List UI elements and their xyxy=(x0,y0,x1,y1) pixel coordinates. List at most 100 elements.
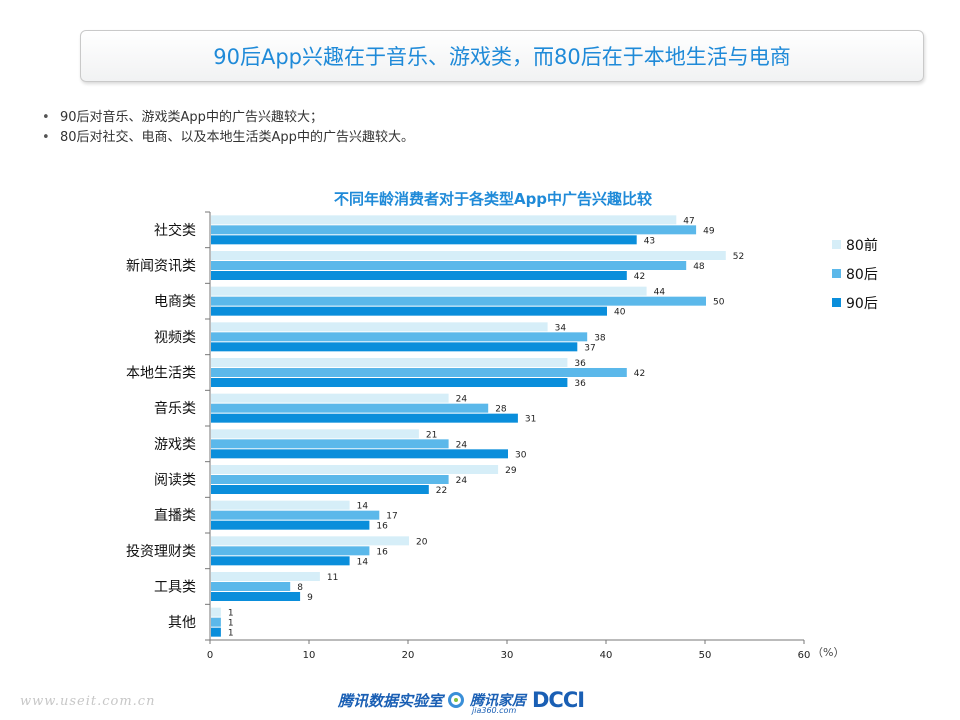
legend-label: 80前 xyxy=(846,237,878,254)
bar-value-label: 29 xyxy=(505,466,517,476)
bar-value-label: 9 xyxy=(307,593,313,603)
bar xyxy=(211,215,677,225)
bar-value-label: 8 xyxy=(297,583,303,593)
bar-value-label: 11 xyxy=(327,573,338,583)
bar-value-label: 28 xyxy=(495,405,507,415)
bar xyxy=(211,368,627,377)
x-tick-label: 60 xyxy=(798,650,811,661)
bar-value-label: 1 xyxy=(228,619,234,629)
category-label: 音乐类 xyxy=(154,400,196,417)
bar xyxy=(211,592,301,601)
bar-value-label: 49 xyxy=(703,226,715,236)
category-label: 视频类 xyxy=(154,330,196,346)
x-tick-label: 40 xyxy=(600,650,613,661)
bar xyxy=(211,627,221,637)
category-label: 投资理财类 xyxy=(126,544,196,560)
bar xyxy=(211,235,637,245)
bar-value-label: 40 xyxy=(614,308,626,318)
tencent-home-icon xyxy=(448,692,464,708)
footer-url: www.useit.com.cn xyxy=(20,694,156,709)
bar xyxy=(211,510,380,520)
bar-value-label: 52 xyxy=(733,252,744,262)
legend-label: 90后 xyxy=(846,296,878,312)
bar xyxy=(211,582,291,591)
bar-value-label: 17 xyxy=(386,512,397,522)
footer-brand-logo: 腾讯数据实验室 xyxy=(338,692,444,710)
bar-value-label: 30 xyxy=(515,450,527,460)
bar-value-label: 44 xyxy=(654,288,666,298)
legend-label: 80后 xyxy=(846,267,878,283)
bar-value-label: 21 xyxy=(426,430,437,440)
bar xyxy=(211,358,568,367)
legend-swatch xyxy=(832,269,841,278)
bullet-list: 90后对音乐、游戏类App中的广告兴趣较大； 80后对社交、电商、以及本地生活类… xyxy=(42,108,414,148)
title-banner: 90后App兴趣在于音乐、游戏类，而80后在于本地生活与电商 xyxy=(80,30,924,82)
bar-value-label: 38 xyxy=(594,333,606,343)
bar xyxy=(211,322,548,332)
bar xyxy=(211,378,568,387)
bar-value-label: 20 xyxy=(416,537,428,547)
bar-value-label: 36 xyxy=(574,359,586,369)
x-tick-label: 50 xyxy=(699,650,712,661)
bar-value-label: 43 xyxy=(644,236,655,246)
category-label: 阅读类 xyxy=(154,472,196,489)
bar-value-label: 24 xyxy=(456,440,468,450)
chart-title: 不同年龄消费者对于各类型App中广告兴趣比较 xyxy=(334,190,652,208)
bar-value-label: 47 xyxy=(683,216,694,226)
category-label: 电商类 xyxy=(154,294,196,310)
category-label: 直播类 xyxy=(154,507,196,524)
category-label: 社交类 xyxy=(154,222,196,239)
category-label: 本地生活类 xyxy=(126,366,196,382)
bar-value-label: 22 xyxy=(436,486,447,496)
bar xyxy=(211,251,726,260)
bullet-item: 80后对社交、电商、以及本地生活类App中的广告兴趣较大。 xyxy=(42,128,414,148)
bar xyxy=(211,572,320,581)
bar-value-label: 36 xyxy=(574,379,586,389)
bar xyxy=(211,475,449,484)
bar-value-label: 1 xyxy=(228,609,234,619)
bullet-item: 90后对音乐、游戏类App中的广告兴趣较大； xyxy=(42,108,414,128)
footer-brand2-sub: jia360.com xyxy=(472,706,517,715)
bar xyxy=(211,465,499,474)
bar-value-label: 37 xyxy=(584,343,595,353)
bar xyxy=(211,403,489,413)
bar-value-label: 50 xyxy=(713,298,725,308)
x-tick-label: 0 xyxy=(207,650,213,661)
bar xyxy=(211,485,429,494)
category-label: 游戏类 xyxy=(154,437,196,453)
plot-area: 社交类新闻资讯类电商类视频类本地生活类音乐类游戏类阅读类直播类投资理财类工具类其… xyxy=(126,211,811,661)
bar-value-label: 24 xyxy=(456,476,468,486)
bar xyxy=(211,332,588,342)
x-tick-label: 30 xyxy=(501,650,514,661)
bar-chart: 不同年龄消费者对于各类型App中广告兴趣比较 社交类新闻资讯类电商类视频类本地生… xyxy=(126,190,878,661)
bar xyxy=(211,536,409,546)
x-unit-label: （%） xyxy=(812,646,844,659)
bar xyxy=(211,556,350,566)
bar xyxy=(211,429,419,439)
bar xyxy=(211,393,449,403)
bar-value-label: 14 xyxy=(357,502,369,512)
bar xyxy=(211,500,350,510)
bar xyxy=(211,286,647,296)
bar xyxy=(211,306,607,316)
bar-value-label: 42 xyxy=(634,369,645,379)
bar-value-label: 42 xyxy=(634,272,645,282)
bar-value-label: 1 xyxy=(228,629,234,639)
bar xyxy=(211,449,508,459)
legend: 80前 80后 90后 xyxy=(832,237,878,312)
category-label: 其他 xyxy=(168,615,196,631)
x-tick-label: 20 xyxy=(402,650,415,661)
bar-value-label: 14 xyxy=(357,557,369,567)
bar xyxy=(211,439,449,449)
bar xyxy=(211,261,687,270)
bar xyxy=(211,607,221,617)
bar xyxy=(211,520,370,530)
x-tick-label: 10 xyxy=(303,650,316,661)
bar xyxy=(211,546,370,556)
bar-value-label: 34 xyxy=(555,323,567,333)
page-title: 90后App兴趣在于音乐、游戏类，而80后在于本地生活与电商 xyxy=(213,45,791,69)
bar xyxy=(211,342,578,352)
bar xyxy=(211,413,518,423)
bar-value-label: 16 xyxy=(376,547,388,557)
footer-brand2-logo: 腾讯家居 xyxy=(470,693,526,709)
